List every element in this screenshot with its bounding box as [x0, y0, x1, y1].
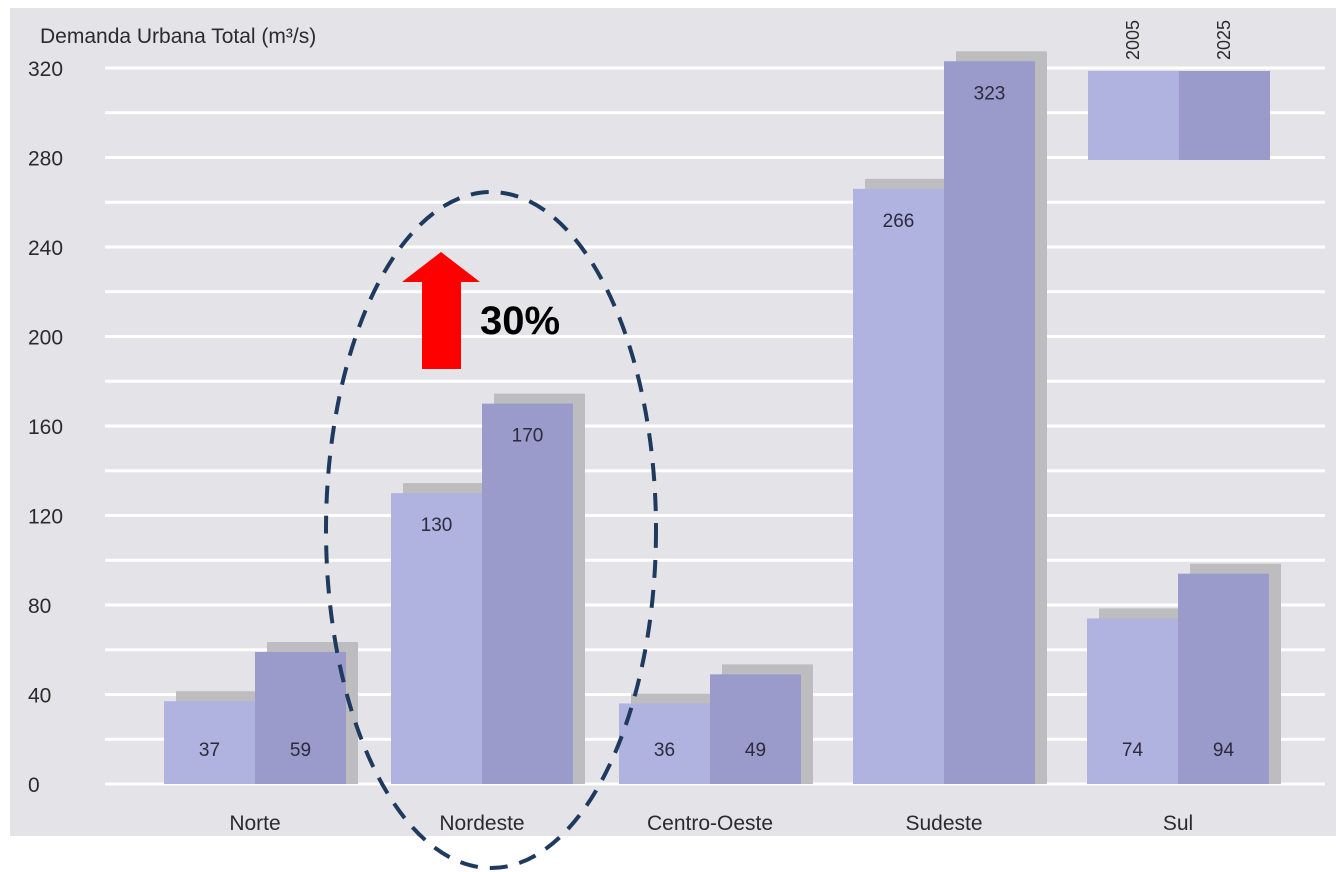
data-label: 323: [974, 83, 1006, 104]
category-labels: Norte Nordeste Centro-Oeste Sudeste Sul: [229, 812, 1193, 835]
data-label: 49: [745, 740, 766, 761]
x-category-label: Sudeste: [905, 812, 982, 835]
y-tick-label: 40: [28, 685, 51, 708]
legend-label: 2005: [1123, 20, 1143, 60]
x-category-label: Sul: [1163, 812, 1193, 835]
highlight-ellipse: [324, 190, 658, 870]
y-tick-label: 280: [28, 148, 63, 171]
y-tick-label: 240: [28, 237, 63, 260]
bar-2025-Norte: [255, 651, 346, 784]
data-label: 130: [421, 515, 453, 536]
data-label: 37: [199, 740, 220, 761]
y-tick-label: 0: [28, 774, 40, 797]
x-category-label: Centro-Oeste: [647, 812, 773, 835]
data-label: 266: [883, 211, 915, 232]
bar-2025-Centro-Oeste: [710, 674, 801, 784]
legend: 2005 2025: [1088, 20, 1270, 160]
bar-2025-Sul: [1178, 573, 1269, 784]
legend-swatch: [1088, 71, 1179, 160]
data-label: 59: [290, 740, 311, 761]
bar-2005-Centro-Oeste: [619, 703, 710, 784]
percent-increase-label: 30%: [480, 299, 560, 343]
y-tick-label: 160: [28, 416, 63, 439]
bar-2025-Sudeste: [944, 61, 1035, 785]
data-label: 94: [1213, 740, 1235, 761]
x-category-label: Nordeste: [439, 812, 524, 835]
data-label: 36: [654, 740, 675, 761]
data-label: 170: [512, 426, 544, 447]
annotation: 30%: [324, 190, 658, 870]
y-tick-label: 120: [28, 506, 63, 529]
data-label: 74: [1122, 740, 1144, 761]
y-tick-label: 80: [28, 595, 51, 618]
bar-2005-Sudeste: [853, 188, 944, 784]
y-tick-label: 200: [28, 327, 63, 350]
bar-2005-Sul: [1087, 618, 1178, 784]
bar-2005-Norte: [164, 701, 255, 784]
legend-label: 2025: [1214, 20, 1234, 60]
y-axis-label: Demanda Urbana Total (m³/s): [40, 25, 316, 48]
y-tick-label: 320: [28, 58, 63, 81]
bar-2025-Nordeste: [482, 403, 573, 784]
x-category-label: Norte: [229, 812, 280, 835]
y-axis-ticks: 0 40 80 120 160 200 240 280 320: [28, 58, 63, 797]
bars: 37 59 130 170 36 49 266 323 74 94: [164, 51, 1281, 785]
legend-swatch: [1179, 71, 1270, 160]
increase-arrow: [402, 252, 480, 369]
bar-2005-Nordeste: [391, 493, 482, 784]
